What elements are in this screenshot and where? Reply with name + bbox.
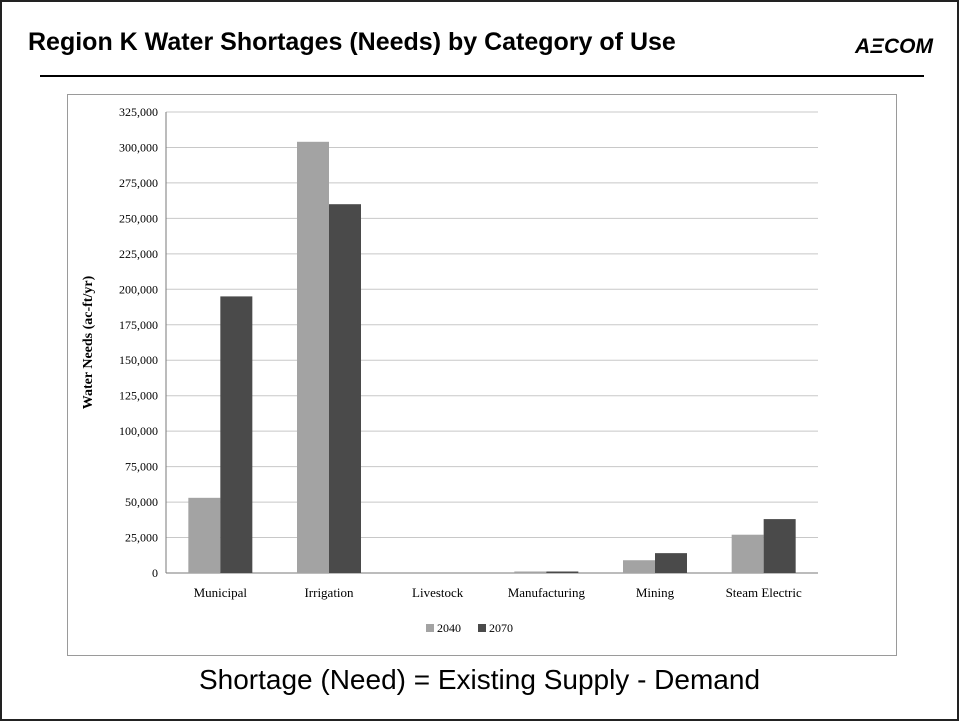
legend-swatch-2070 <box>478 624 486 632</box>
y-tick-label: 200,000 <box>119 282 158 296</box>
shortage-formula: Shortage (Need) = Existing Supply - Dema… <box>198 664 761 695</box>
bar-2040-mining <box>623 560 655 573</box>
y-tick-label: 100,000 <box>119 424 158 438</box>
x-tick-label: Manufacturing <box>508 585 586 600</box>
y-tick-label: 75,000 <box>125 460 158 474</box>
legend-label-2070: 2070 <box>489 621 513 635</box>
bar-2040-irrigation <box>297 141 329 573</box>
slide-title: Region K Water Shortages (Needs) by Cate… <box>28 28 676 56</box>
y-tick-label: 0 <box>152 566 158 580</box>
bar-2070-mining <box>655 553 687 573</box>
bar-2040-manufacturing <box>514 571 547 573</box>
bar-2040-steam-electric <box>731 534 764 573</box>
y-tick-label: 150,000 <box>119 353 158 367</box>
y-tick-label: 300,000 <box>119 140 158 154</box>
bar-2040-municipal <box>188 497 221 573</box>
x-tick-label: Livestock <box>412 585 464 600</box>
bar-2070-manufacturing <box>546 571 579 573</box>
y-tick-label: 325,000 <box>119 105 158 119</box>
bar-2070-municipal <box>220 296 253 573</box>
x-tick-label: Mining <box>636 585 675 600</box>
title-divider <box>40 75 924 77</box>
x-tick-label: Municipal <box>194 585 248 600</box>
legend-label-2040: 2040 <box>437 621 461 635</box>
y-tick-label: 275,000 <box>119 176 158 190</box>
y-tick-label: 225,000 <box>119 247 158 261</box>
y-tick-label: 50,000 <box>125 495 158 509</box>
y-tick-label: 25,000 <box>125 531 158 545</box>
legend-swatch-2040 <box>426 624 434 632</box>
x-tick-label: Steam Electric <box>726 585 802 600</box>
y-tick-label: 175,000 <box>119 318 158 332</box>
bar-2070-steam-electric <box>763 519 796 573</box>
y-axis-label: Water Needs (ac-ft/yr) <box>81 275 96 409</box>
bar-2070-irrigation <box>329 204 361 573</box>
x-tick-label: Irrigation <box>304 585 354 600</box>
aecom-logo: AΞCOM <box>855 35 933 58</box>
y-tick-label: 250,000 <box>119 211 158 225</box>
y-tick-label: 125,000 <box>119 389 158 403</box>
